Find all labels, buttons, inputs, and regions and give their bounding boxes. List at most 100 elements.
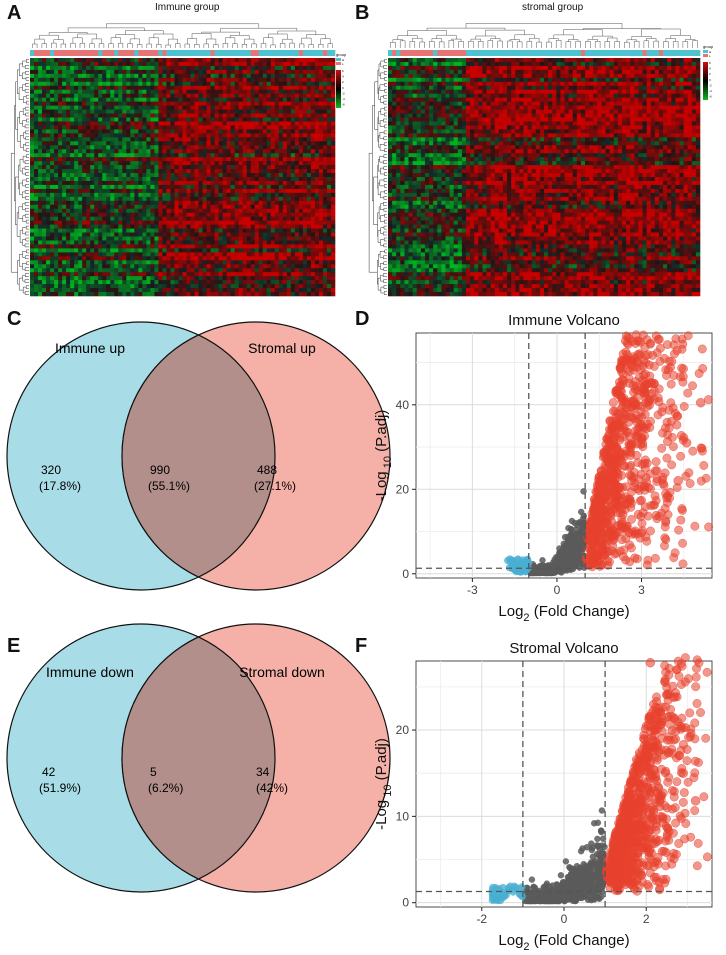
heatmap-cell — [106, 240, 111, 245]
heatmap-cell — [146, 212, 151, 217]
heatmap-cell — [679, 61, 684, 67]
heatmap-cell — [138, 77, 143, 83]
heatmap-cell — [142, 77, 147, 83]
heatmap-cell — [58, 276, 63, 281]
heatmap-cell — [118, 85, 123, 91]
heatmap-cell — [58, 260, 63, 265]
heatmap-cell — [266, 137, 272, 142]
heatmap-cell — [142, 153, 147, 158]
dendrogram-branch — [25, 172, 29, 176]
heatmap-cell — [294, 264, 300, 269]
heatmap-cell — [234, 180, 239, 186]
heatmap-cell — [106, 161, 111, 166]
heatmap-cell — [190, 113, 195, 118]
heatmap-cell — [242, 200, 248, 206]
heatmap-cell — [154, 153, 159, 158]
heatmap-cell — [46, 188, 51, 194]
heatmap-cell — [322, 232, 328, 237]
heatmap-cell — [150, 105, 155, 110]
heatmap-cell — [162, 93, 167, 98]
heatmap-cell — [94, 173, 99, 178]
heatmap-cell — [250, 288, 256, 293]
heatmap-cell — [78, 248, 83, 253]
heatmap-cell — [466, 65, 471, 71]
heatmap-cell — [122, 212, 127, 217]
heatmap-cell — [254, 212, 260, 217]
heatmap-cell — [306, 117, 312, 122]
heatmap-cell — [162, 69, 167, 75]
heatmap-cell — [58, 224, 63, 229]
heatmap-cell — [54, 248, 59, 253]
heatmap-cell — [186, 220, 191, 225]
heatmap-cell — [86, 133, 91, 138]
heatmap-cell — [114, 165, 119, 170]
heatmap-cell — [580, 58, 586, 63]
heatmap-cell — [194, 58, 199, 63]
heatmap-cell — [400, 61, 405, 67]
heatmap-cell — [214, 97, 219, 102]
heatmap-cell — [70, 208, 75, 213]
heatmap-cell — [118, 184, 123, 190]
heatmap-cell — [98, 165, 103, 170]
heatmap-cell — [206, 153, 211, 158]
heatmap-cell — [238, 61, 243, 67]
heatmap-cell — [154, 125, 159, 130]
heatmap-cell — [290, 228, 296, 233]
heatmap-cell — [90, 117, 95, 122]
heatmap-cell — [46, 58, 51, 63]
heatmap-cell — [190, 77, 195, 83]
heatmap-cell — [202, 180, 207, 186]
heatmap-cell — [318, 117, 324, 122]
heatmap-cell — [330, 232, 336, 237]
dendrogram-branch — [175, 43, 181, 48]
heatmap-cell — [262, 244, 268, 249]
heatmap-cell — [134, 73, 139, 79]
heatmap-cell — [206, 288, 211, 293]
dendrogram-branch — [23, 144, 27, 151]
heatmap-cell — [298, 117, 304, 122]
heatmap-cell — [166, 125, 171, 130]
heatmap-cell — [286, 117, 292, 122]
heatmap-cell — [186, 58, 191, 63]
heatmap-cell — [130, 77, 135, 83]
heatmap-cell — [182, 224, 187, 229]
heatmap-cell — [322, 69, 328, 75]
heatmap-cell — [186, 125, 191, 130]
heatmap-cell — [527, 65, 532, 71]
heatmap-cell — [270, 153, 276, 158]
heatmap-cell — [258, 232, 264, 237]
heatmap-cell — [186, 188, 191, 194]
heatmap-cell — [62, 69, 67, 75]
heatmap-cell — [122, 284, 127, 289]
heatmap-cell — [198, 165, 203, 170]
dendrogram-branch — [24, 291, 29, 295]
heatmap-cell — [178, 101, 183, 106]
heatmap-cell — [234, 196, 239, 202]
heatmap-cell — [146, 240, 151, 245]
heatmap-cell — [326, 180, 332, 186]
heatmap-cell — [58, 109, 63, 114]
heatmap-cell — [314, 113, 320, 118]
heatmap-group-segment — [158, 50, 163, 56]
heatmap-group-segment — [90, 50, 95, 56]
heatmap-cell — [274, 264, 280, 269]
heatmap-cell — [210, 192, 215, 198]
heatmap-cell — [234, 153, 239, 158]
heatmap-cell — [306, 89, 312, 94]
heatmap-cell — [250, 69, 256, 75]
heatmap-cell — [222, 196, 227, 202]
heatmap-cell — [552, 58, 557, 63]
heatmap-cell — [30, 89, 35, 94]
heatmap-cell — [222, 69, 227, 75]
heatmap-cell — [38, 113, 43, 118]
heatmap-cell — [310, 69, 316, 75]
heatmap-cell — [230, 77, 235, 83]
heatmap-cell — [138, 292, 143, 297]
heatmap-cell — [142, 288, 147, 293]
heatmap-cell — [290, 157, 296, 162]
heatmap-cell — [150, 260, 155, 265]
heatmap-cell — [306, 58, 312, 63]
dendrogram-branch — [251, 43, 257, 48]
heatmap-cell — [106, 284, 111, 289]
heatmap-cell — [126, 280, 131, 285]
